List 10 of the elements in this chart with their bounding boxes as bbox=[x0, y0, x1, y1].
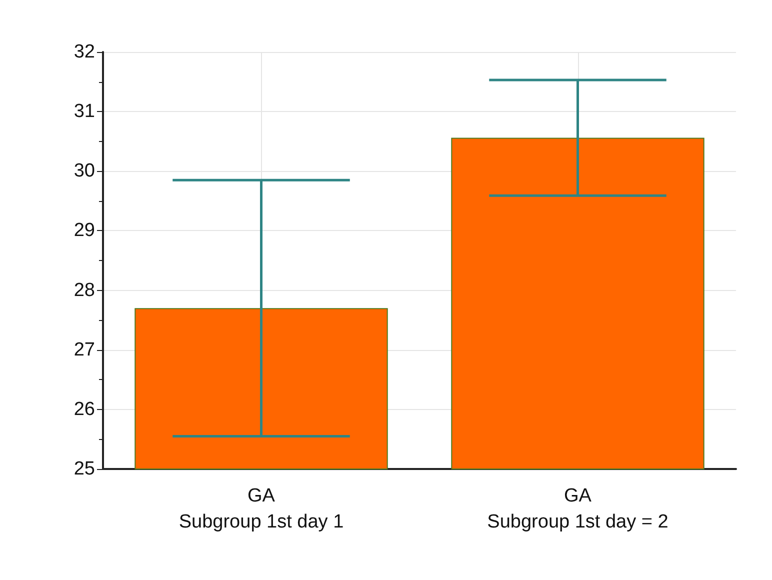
y-tick-label: 29 bbox=[74, 220, 95, 242]
y-tick-label: 31 bbox=[74, 101, 95, 122]
y-tick-label: 28 bbox=[74, 280, 95, 301]
y-tick-label: 30 bbox=[74, 160, 95, 182]
y-tick-label: 27 bbox=[74, 339, 95, 360]
y-tick-label: 26 bbox=[74, 398, 95, 420]
x-tick-label: GA Subgroup 1st day 1 bbox=[178, 486, 344, 532]
y-tick-label: 32 bbox=[74, 42, 95, 62]
y-tick-label: 25 bbox=[74, 458, 95, 480]
x-tick-label: GA Subgroup 1st day = 2 bbox=[487, 486, 668, 532]
